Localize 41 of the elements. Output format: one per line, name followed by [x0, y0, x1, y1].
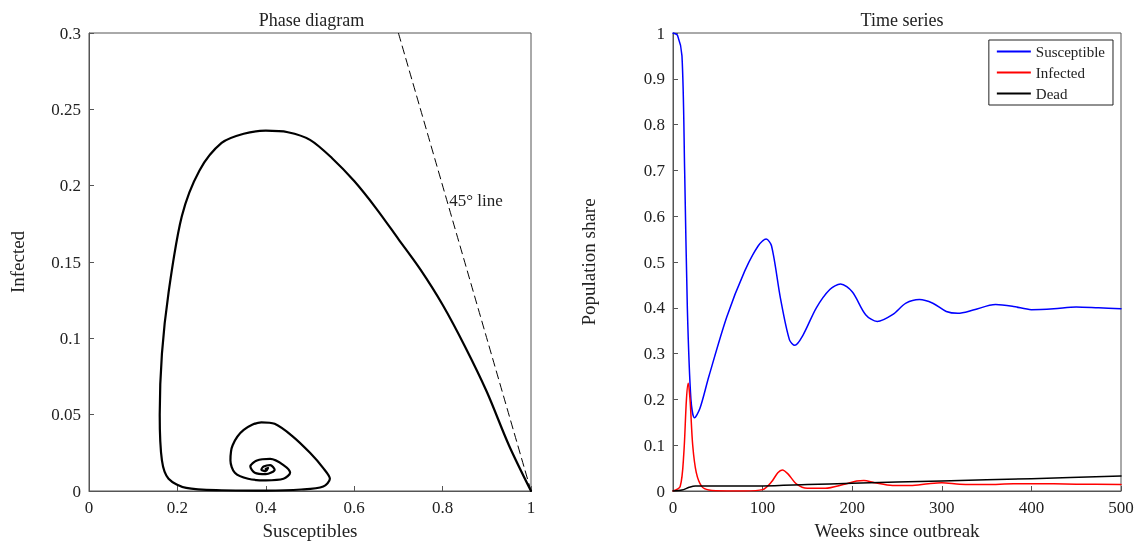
y-tick-label: 0.8 — [643, 115, 665, 135]
x-tick-label: 0.2 — [166, 498, 189, 517]
y-tick-label: 0 — [72, 481, 81, 501]
y-tick-label: 0.5 — [643, 252, 665, 272]
y-axis-title: Infected — [7, 230, 28, 294]
line-series — [672, 32, 1122, 419]
y-tick-label: 0.15 — [51, 252, 81, 272]
y-tick-label: 1 — [656, 23, 665, 43]
legend-label: Dead — [1035, 85, 1068, 102]
x-tick-label: 200 — [839, 498, 865, 517]
y-tick-label: 0.25 — [51, 99, 81, 119]
legend-label: Susceptible — [1035, 43, 1106, 60]
y-tick-label: 0.1 — [643, 435, 665, 455]
x-axis-title: Susceptibles — [262, 520, 358, 541]
y-tick-label: 0.4 — [643, 298, 666, 318]
y-tick-label: 0.2 — [59, 176, 81, 196]
x-tick-label: 100 — [749, 498, 776, 517]
y-tick-label: 0.1 — [59, 328, 81, 348]
y-tick-label: 0.2 — [643, 389, 665, 409]
x-tick-label: 1 — [526, 498, 536, 517]
y-tick-label: 0 — [656, 481, 665, 501]
x-tick-label: 0.4 — [255, 498, 277, 517]
x-tick-label: 500 — [1108, 498, 1134, 517]
y-axis-title: Population share — [578, 198, 599, 326]
y-tick-label: 0.7 — [643, 160, 666, 180]
y-tick-label: 0.6 — [643, 206, 665, 226]
legend-label: Infected — [1035, 64, 1086, 81]
y-tick-label: 0.3 — [643, 344, 665, 364]
x-tick-label: 300 — [929, 498, 955, 517]
x-tick-label: 0.6 — [343, 498, 365, 517]
annotation: 45° line — [449, 191, 503, 211]
chart-title: Time series — [860, 10, 944, 30]
y-tick-label: 0.9 — [643, 69, 665, 89]
x-tick-label: 0 — [84, 498, 94, 517]
x-tick-label: 0.8 — [431, 498, 454, 517]
y-tick-label: 0.05 — [51, 405, 81, 425]
x-axis-title: Weeks since outbreak — [814, 520, 981, 541]
y-tick-label: 0.3 — [59, 23, 81, 43]
x-tick-label: 0 — [668, 498, 678, 517]
x-tick-label: 400 — [1018, 498, 1045, 517]
chart-title: Phase diagram — [258, 10, 365, 30]
